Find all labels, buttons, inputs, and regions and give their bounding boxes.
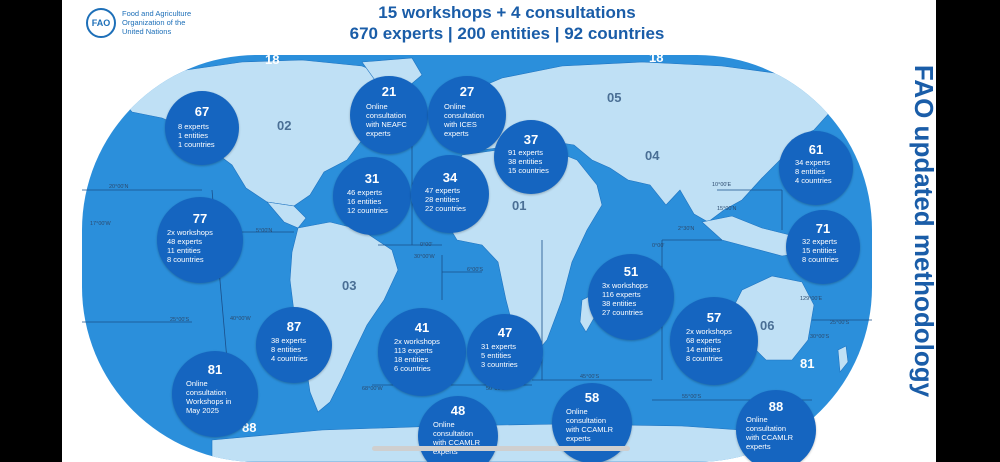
bubble-area-67[interactable]: 67 8 experts 1 entities 1 countries bbox=[165, 91, 239, 165]
fao-logo-text: Food and Agriculture Organization of the… bbox=[122, 9, 212, 36]
bubble-area-47-number: 47 bbox=[497, 325, 513, 340]
bubble-area-57-number: 57 bbox=[706, 310, 722, 325]
side-title: FAO updated methodology bbox=[909, 64, 936, 398]
bubble-area-27[interactable]: 27 Online consultation with ICES experts bbox=[428, 76, 506, 154]
bubble-area-48-details: Online consultation with CCAMLR experts bbox=[433, 420, 481, 456]
bubble-area-58-details: Online consultation with CCAMLR experts bbox=[566, 407, 614, 443]
coord-40w: 40°00'W bbox=[230, 316, 251, 322]
bubble-area-27-number: 27 bbox=[459, 84, 475, 99]
coord-30s: 30°00'S bbox=[810, 334, 829, 340]
slide: FAO Food and Agriculture Organization of… bbox=[62, 0, 936, 462]
coord-17w: 17°00'W bbox=[90, 221, 111, 227]
bubble-area-87[interactable]: 87 38 experts 8 entities 4 countries bbox=[256, 307, 332, 383]
coord-10e: 10°00'E bbox=[712, 182, 731, 188]
region-06: 06 bbox=[760, 318, 774, 333]
bubble-area-31-details: 46 experts 16 entities 12 countries bbox=[347, 188, 388, 215]
bubble-area-27-details: Online consultation with ICES experts bbox=[444, 102, 485, 138]
fao-emblem-icon: FAO bbox=[86, 8, 116, 38]
bubble-area-21-number: 21 bbox=[381, 84, 397, 99]
bubble-area-77-details: 2x workshops 48 experts 11 entities 8 count… bbox=[167, 228, 213, 264]
bubble-area-61[interactable]: 61 34 experts 8 entities 4 countries bbox=[779, 131, 853, 205]
bubble-area-87-details: 38 experts 8 entities 4 countries bbox=[271, 336, 308, 363]
coord-20n: 20°00'N bbox=[109, 184, 128, 190]
bubble-area-81-number: 81 bbox=[207, 362, 223, 377]
bubble-area-57-details: 2x workshops 68 experts 14 entities 8 count… bbox=[686, 327, 732, 363]
bubble-area-88-details: Online consultation with CCAMLR experts bbox=[746, 415, 794, 451]
bubble-area-21-details: Online consultation with NEAFC experts bbox=[366, 102, 407, 138]
bubble-area-31-number: 31 bbox=[364, 171, 380, 186]
bubble-area-51-details: 3x workshops 116 experts 38 entities 27 cou… bbox=[602, 281, 648, 317]
bubble-area-47[interactable]: 47 31 experts 5 entities 3 countries bbox=[467, 314, 543, 390]
bubble-area-77-number: 77 bbox=[192, 211, 208, 226]
coord-25s-right: 25°00'S bbox=[830, 320, 849, 326]
headline-line-1: 15 workshops + 4 consultations bbox=[378, 3, 636, 22]
bubble-area-37-number: 37 bbox=[523, 132, 539, 147]
bubble-area-51-number: 51 bbox=[623, 264, 639, 279]
bubble-area-48-number: 48 bbox=[450, 403, 466, 418]
logo-line-3: United Nations bbox=[122, 27, 172, 36]
bubble-area-48[interactable]: 48 Online consultation with CCAMLR experts bbox=[418, 396, 498, 462]
central-america-land bbox=[266, 201, 307, 229]
horizontal-scrollbar[interactable] bbox=[372, 446, 630, 451]
bubble-area-81-details: Online consultation Workshops in May 2025 bbox=[186, 379, 232, 415]
fao-logo: FAO Food and Agriculture Organization of… bbox=[86, 8, 206, 40]
region-01: 01 bbox=[512, 198, 526, 213]
bubble-area-51[interactable]: 51 3x workshops 116 experts 38 entities 27 … bbox=[588, 254, 674, 340]
bubble-area-31[interactable]: 31 46 experts 16 entities 12 countries bbox=[333, 157, 411, 235]
bubble-area-34[interactable]: 34 47 experts 28 entities 22 countries bbox=[411, 155, 489, 233]
bubble-area-71[interactable]: 71 32 experts 15 entities 8 countries bbox=[786, 210, 860, 284]
region-03: 03 bbox=[342, 278, 356, 293]
bubble-area-37[interactable]: 37 91 experts 38 entities 15 countries bbox=[494, 120, 568, 194]
coord-129e: 129°00'E bbox=[800, 296, 823, 302]
region-18-left: 18 bbox=[265, 52, 279, 67]
bubble-area-67-number: 67 bbox=[194, 104, 210, 119]
bubble-area-81[interactable]: 81 Online consultation Workshops in May 202… bbox=[172, 351, 258, 437]
coord-45s: 45°00'S bbox=[580, 374, 599, 380]
coord-15n: 15°00'N bbox=[717, 206, 736, 212]
bubble-area-37-details: 91 experts 38 entities 15 countries bbox=[508, 148, 549, 175]
coord-2-30n: 2°30'N bbox=[678, 226, 694, 232]
bubble-area-87-number: 87 bbox=[286, 319, 302, 334]
coord-25s-left: 25°00'S bbox=[170, 317, 189, 323]
bubble-area-61-details: 34 experts 8 entities 4 countries bbox=[795, 158, 832, 185]
coord-0-indian: 0°00' bbox=[652, 243, 664, 249]
bubble-area-41[interactable]: 41 2x workshops 113 experts 18 entities 6 c… bbox=[378, 308, 466, 396]
bubble-area-47-details: 31 experts 5 entities 3 countries bbox=[481, 342, 518, 369]
logo-line-2: Organization of the bbox=[122, 18, 186, 27]
region-04: 04 bbox=[645, 148, 660, 163]
bubble-area-41-number: 41 bbox=[414, 320, 430, 335]
bubble-area-34-number: 34 bbox=[442, 170, 458, 185]
logo-line-1: Food and Agriculture bbox=[122, 9, 192, 18]
new-zealand-land bbox=[837, 345, 849, 373]
bubble-area-57[interactable]: 57 2x workshops 68 experts 14 entities 8 co… bbox=[670, 297, 758, 385]
region-02: 02 bbox=[277, 118, 291, 133]
coord-68w: 68°00'W bbox=[362, 386, 383, 392]
right-letterbox bbox=[936, 0, 1000, 462]
region-05: 05 bbox=[607, 90, 621, 105]
bubble-area-21[interactable]: 21 Online consultation with NEAFC experts bbox=[350, 76, 428, 154]
bubble-area-58-number: 58 bbox=[584, 390, 600, 405]
region-81: 81 bbox=[800, 356, 814, 371]
headline-line-2: 670 experts | 200 entities | 92 countrie… bbox=[349, 24, 665, 43]
coord-30w: 30°00'W bbox=[414, 254, 435, 260]
coord-0-atlantic: 0°00' bbox=[420, 242, 432, 248]
bubble-area-88-number: 88 bbox=[768, 399, 784, 414]
region-18-right: 18 bbox=[649, 50, 663, 65]
bubble-area-67-details: 8 experts 1 entities 1 countries bbox=[178, 122, 215, 149]
coord-6s: 6°00'S bbox=[467, 267, 483, 273]
bubble-area-41-details: 2x workshops 113 experts 18 entities 6 coun… bbox=[394, 337, 440, 373]
bubble-area-71-number: 71 bbox=[815, 221, 831, 236]
left-letterbox bbox=[0, 0, 62, 462]
headline: 15 workshops + 4 consultations 670 exper… bbox=[242, 2, 772, 44]
bubble-area-34-details: 47 experts 28 entities 22 countries bbox=[425, 186, 466, 213]
bubble-area-77[interactable]: 77 2x workshops 48 experts 11 entities 8 co… bbox=[157, 197, 243, 283]
bubble-area-71-details: 32 experts 15 entities 8 countries bbox=[802, 237, 839, 264]
bubble-area-61-number: 61 bbox=[808, 142, 824, 157]
bubble-area-88[interactable]: 88 Online consultation with CCAMLR experts bbox=[736, 390, 816, 462]
coord-5n: 5°00'N bbox=[256, 228, 272, 234]
coord-55s: 55°00'S bbox=[682, 394, 701, 400]
